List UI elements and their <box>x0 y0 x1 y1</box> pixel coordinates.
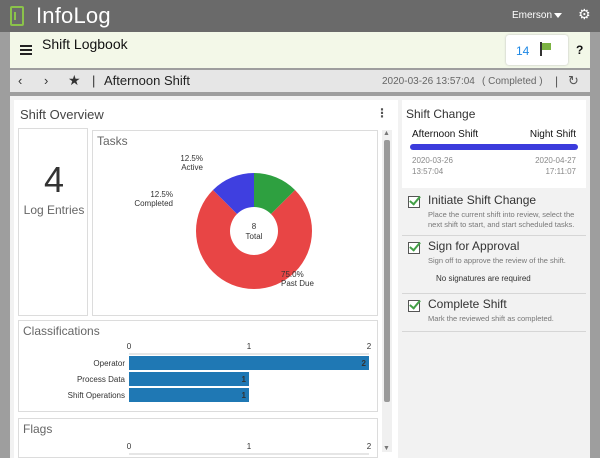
shift-progress-bar <box>410 144 578 150</box>
step-description: Mark the reviewed shift as completed. <box>428 314 554 323</box>
bar-value-label: 1 <box>242 391 247 400</box>
help-button[interactable]: ? <box>576 43 584 57</box>
pie-slice-label: Past Due <box>281 279 314 288</box>
step-complete-shift[interactable]: Complete Shift Mark the reviewed shift a… <box>402 296 586 332</box>
checkbox-checked-icon <box>408 242 420 254</box>
step-sign-for-approval[interactable]: Sign for Approval Sign off to approve th… <box>402 238 586 294</box>
signature-note: No signatures are required <box>436 274 531 283</box>
flags-card: Flags 0 1 2 <box>18 418 378 458</box>
flags-button[interactable]: 14 <box>506 35 568 65</box>
content-area: Shift Overview ⋮ 4 Log Entries Tasks 75.… <box>10 96 590 458</box>
checkbox-checked-icon <box>408 196 420 208</box>
from-shift-time: 13:57:04 <box>412 167 444 176</box>
more-vertical-icon[interactable]: ⋮ <box>376 106 388 120</box>
pie-slice-percent: 12.5% <box>180 154 203 163</box>
step-description: Sign off to approve the review of the sh… <box>428 256 566 265</box>
pie-slice-active[interactable] <box>254 173 296 215</box>
flags-bar-chart: 0 1 2 <box>127 442 372 455</box>
axis-tick-label: 0 <box>127 342 132 351</box>
shift-datetime: 2020-03-26 13:57:04 <box>382 76 475 87</box>
panel-title: Shift Overview <box>20 107 104 122</box>
bar[interactable] <box>129 388 249 402</box>
log-entries-count: 4 <box>43 159 65 200</box>
shift-change-panel: Shift Change Afternoon Shift Night Shift… <box>402 100 586 458</box>
classifications-title: Classifications <box>23 324 100 338</box>
app-title: InfoLog <box>36 3 111 28</box>
axis-tick-label: 0 <box>127 442 132 451</box>
axis-tick-label: 2 <box>367 342 372 351</box>
caret-down-icon[interactable] <box>554 13 562 18</box>
checkbox-checked-icon <box>408 300 420 312</box>
pie-center-count: 8 <box>252 222 257 231</box>
step-initiate-shift-change[interactable]: Initiate Shift Change Place the current … <box>402 192 586 236</box>
tasks-title: Tasks <box>97 134 128 148</box>
scroll-thumb[interactable] <box>384 140 390 402</box>
bar[interactable] <box>129 372 249 386</box>
axis-tick-label: 1 <box>247 442 252 451</box>
pie-slice-label: Completed <box>134 199 173 208</box>
shift-nav-bar: ‹ › ★ | Afternoon Shift 2020-03-26 13:57… <box>10 70 590 92</box>
bar-category-label: Process Data <box>77 375 126 384</box>
star-icon[interactable]: ★ <box>68 72 81 88</box>
flag-icon <box>540 42 552 56</box>
to-shift-datetime: 2020-04-27 17:11:07 <box>535 155 576 177</box>
infolog-logo-icon <box>10 6 24 26</box>
pie-slice-percent: 75.0% <box>281 270 304 279</box>
log-entries-card[interactable]: 4 Log Entries <box>18 128 88 316</box>
pie-slice-label: Active <box>181 163 203 172</box>
bar-value-label: 1 <box>242 375 247 384</box>
bar-value-label: 2 <box>362 359 367 368</box>
bar-category-label: Operator <box>93 359 125 368</box>
shift-overview-panel: Shift Overview ⋮ 4 Log Entries Tasks 75.… <box>14 100 398 458</box>
scroll-up-icon[interactable]: ▲ <box>383 130 390 137</box>
classifications-bar-chart: 0 1 2 Operator 2 Process Data 1 Shift Operation… <box>68 342 372 402</box>
shift-name: Afternoon Shift <box>104 73 190 88</box>
scrollbar[interactable]: ▲ ▼ <box>382 130 392 452</box>
divider: | <box>555 74 559 88</box>
tasks-pie-chart: 75.0%Past Due12.5%Completed12.5%Active8T… <box>134 154 314 290</box>
hamburger-menu-icon[interactable] <box>20 45 32 55</box>
flags-title: Flags <box>23 422 53 436</box>
tasks-card: Tasks 75.0% Past Due 12.5% Completed 12.5% Ac… <box>92 130 378 316</box>
shift-change-title: Shift Change <box>406 107 476 121</box>
classifications-card: Classifications 0 1 2 Operator 2 Process Data… <box>18 320 378 412</box>
top-bar: InfoLog Emerson ⚙ <box>0 0 600 32</box>
flag-count: 14 <box>516 44 530 58</box>
refresh-icon[interactable]: ↻ <box>568 73 579 88</box>
gear-icon[interactable]: ⚙ <box>578 6 591 22</box>
divider: | <box>92 73 96 88</box>
next-shift-button[interactable]: › <box>44 73 49 88</box>
page-title: Shift Logbook <box>42 36 128 52</box>
to-shift: Night Shift <box>529 129 576 140</box>
app-bar: Shift Logbook 14 ? <box>10 32 590 68</box>
pie-slice-completed[interactable] <box>212 173 254 215</box>
axis-tick-label: 1 <box>247 342 252 351</box>
previous-shift-button[interactable]: ‹ <box>18 73 23 88</box>
from-shift-datetime: 2020-03-26 13:57:04 <box>412 155 453 177</box>
step-title: Initiate Shift Change <box>428 193 537 207</box>
bar-category-label: Shift Operations <box>68 391 125 400</box>
scroll-down-icon[interactable]: ▼ <box>383 445 390 452</box>
pie-center-label: Total <box>246 232 263 241</box>
shift-status: ( Completed ) <box>482 76 543 87</box>
shift-change-card: Shift Change Afternoon Shift Night Shift… <box>402 100 586 188</box>
user-menu[interactable]: Emerson <box>512 10 553 21</box>
axis-tick-label: 2 <box>367 442 372 451</box>
bar[interactable] <box>129 356 369 370</box>
step-title: Sign for Approval <box>428 239 520 253</box>
from-shift-date: 2020-03-26 <box>412 156 453 165</box>
step-description: Place the current shift into review, sel… <box>428 210 575 229</box>
pie-slice-percent: 12.5% <box>150 190 173 199</box>
to-shift-date: 2020-04-27 <box>535 156 576 165</box>
step-title: Complete Shift <box>428 297 507 311</box>
log-entries-label: Log Entries <box>23 203 85 217</box>
pie-slice-past-due[interactable] <box>196 189 312 290</box>
from-shift: Afternoon Shift <box>412 129 479 140</box>
to-shift-time: 17:11:07 <box>545 167 576 176</box>
